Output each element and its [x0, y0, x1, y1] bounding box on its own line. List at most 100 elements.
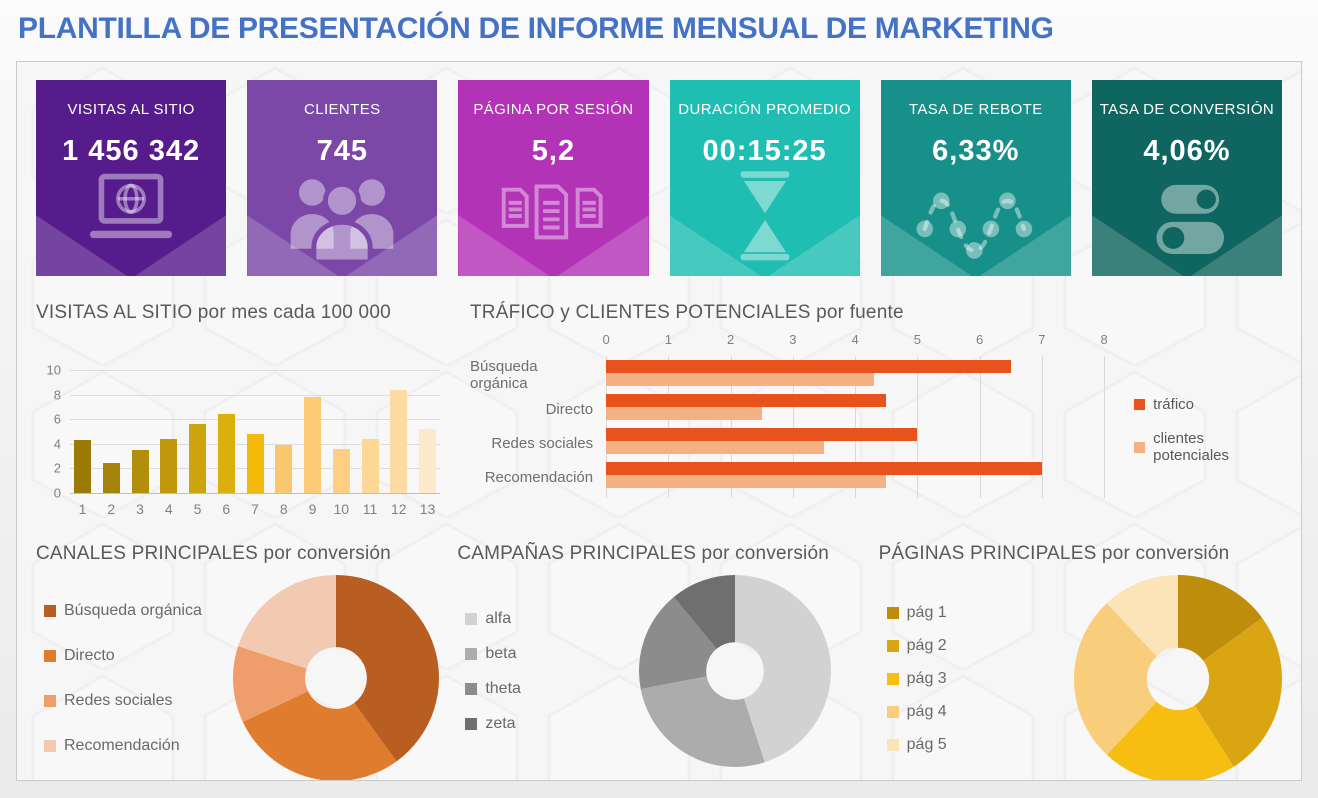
kpi-value: 6,33%: [932, 135, 1020, 167]
bar-mes-12: [390, 389, 408, 493]
donut-slice-pág 3: [1106, 701, 1234, 780]
bar-mes-4: [160, 438, 178, 493]
hbar-rows: [606, 360, 1104, 496]
bar-mes-5: [189, 424, 206, 493]
x-axis-tick: 8: [279, 501, 288, 517]
x-axis-tick: 2: [107, 501, 116, 517]
x-axis-tick: 5: [913, 332, 921, 347]
gridline: [668, 356, 670, 498]
donut-slice-alfa: [734, 575, 831, 763]
x-axis-tick: 13: [419, 501, 436, 517]
legend-item: Recomendación: [44, 737, 233, 755]
bar-tráfico: [606, 428, 918, 441]
donut-legend: Búsqueda orgánica Directo Redes sociales: [36, 602, 233, 755]
gridline: [70, 394, 440, 396]
legend-item: pág 5: [886, 736, 1074, 754]
chart-title: TRÁFICO y CLIENTES POTENCIALES por fuent…: [470, 302, 904, 323]
kpi-label: DURACIÓN PROMEDIO: [678, 101, 851, 118]
y-axis-tick: 10: [46, 362, 61, 378]
laptop-globe-icon: [36, 170, 226, 262]
bars: [74, 370, 436, 493]
chart-paginas: PÁGINAS PRINCIPALES por conversión pág 1…: [878, 543, 1282, 780]
bar-mes-9: [304, 397, 321, 493]
x-axis-tick: 3: [136, 501, 144, 517]
legend-item: Redes sociales: [44, 692, 233, 710]
kpi-value: 5,2: [531, 135, 576, 167]
x-axis-tick: 4: [851, 332, 859, 347]
legend-swatch: [44, 604, 56, 617]
x-axis-tick: 4: [164, 501, 173, 517]
legend-label: pág 4: [906, 703, 947, 720]
legend-swatch: [465, 717, 478, 730]
kpi-card-duracion: DURACIÓN PROMEDIO 00:15:25: [669, 80, 860, 276]
x-axis-tick: 9: [308, 501, 317, 517]
x-axis-tick: 3: [789, 332, 797, 347]
bar-group-Recomendación: [606, 462, 1104, 489]
bar-tráfico: [606, 360, 1011, 373]
legend-item: theta: [465, 680, 638, 698]
legend-item: zeta: [465, 715, 638, 733]
donut-slice-pág 4: [1073, 603, 1157, 755]
kpi-label: CLIENTES: [303, 101, 381, 118]
legend-label: Directo: [64, 646, 115, 664]
donut-slice-theta: [638, 597, 717, 689]
bar-group-Redes sociales: [606, 428, 1104, 455]
y-axis-tick: 4: [53, 436, 61, 452]
bar-mes-8: [275, 445, 293, 493]
legend-swatch: [886, 706, 899, 718]
gridline: [730, 356, 732, 498]
legend-label: Búsqueda orgánica: [64, 601, 202, 619]
legend-label: beta: [485, 644, 517, 662]
bar-clientes potenciales: [606, 373, 874, 386]
people-group-icon: [247, 166, 437, 262]
legend-label: pág 2: [906, 637, 947, 654]
kpi-value: 00:15:25: [702, 135, 827, 167]
donut-legend: alfa beta theta zeta: [457, 610, 638, 733]
bar-tráfico: [606, 462, 1042, 475]
chart-title: CAMPAÑAS PRINCIPALES por conversión: [457, 543, 829, 564]
kpi-value: 4,06%: [1143, 135, 1231, 167]
bounce-wave-icon: [881, 176, 1071, 262]
kpi-card-clientes: CLIENTES 745: [247, 80, 438, 276]
hbar-legend: tráfico clientes potenciales: [1134, 332, 1282, 502]
toggle-switches-icon: [1092, 172, 1282, 262]
kpi-label: VISITAS AL SITIO: [67, 101, 195, 118]
bar-clientes potenciales: [606, 475, 887, 488]
legend-swatch: [886, 640, 899, 652]
x-axis-tick: 6: [222, 501, 231, 517]
donut-legend: pág 1 pág 2 pág 3 pág 4: [879, 604, 1074, 754]
legend-item-trafico: tráfico: [1134, 396, 1282, 413]
chart-trafico-clientes: TRÁFICO y CLIENTES POTENCIALES por fuent…: [470, 302, 1282, 517]
legend-item: alfa: [465, 610, 638, 628]
x-axis-tick: 1: [664, 332, 672, 347]
kpi-label: PÁGINA POR SESIÓN: [473, 101, 634, 118]
gridline: [855, 356, 857, 498]
legend-label: Recomendación: [64, 736, 180, 754]
legend-label: pág 3: [906, 670, 947, 687]
chart-title: CANALES PRINCIPALES por conversión: [36, 543, 391, 564]
bar-mes-2: [102, 463, 120, 493]
dashboard-panel: VISITAS AL SITIO 1 456 342 CLIENTES 74: [16, 61, 1302, 781]
kpi-card-rebote: TASA DE REBOTE 6,33%: [880, 80, 1071, 276]
donut-chart-campanas: [638, 575, 831, 767]
gridline: [1041, 356, 1043, 498]
legend-swatch: [886, 673, 899, 685]
chart-canales: CANALES PRINCIPALES por conversión Búsqu…: [36, 543, 440, 780]
legend-item: beta: [465, 645, 638, 663]
bar-mes-11: [361, 438, 379, 493]
bar-clientes potenciales: [606, 407, 762, 420]
bar-group-Directo: [606, 394, 1104, 421]
x-axis-tick: 10: [333, 501, 350, 517]
hbar-category-labels: Búsqueda orgánica Directo Redes sociales…: [470, 332, 606, 502]
legend-swatch: [44, 739, 56, 752]
kpi-label: TASA DE CONVERSIÓN: [1099, 101, 1275, 118]
chart-title: PÁGINAS PRINCIPALES por conversión: [878, 543, 1230, 564]
gridline: [70, 370, 440, 371]
donut-slice-pág 5: [1106, 575, 1178, 657]
bar-mes-13: [419, 429, 436, 493]
legend-label: alfa: [485, 609, 512, 627]
y-axis-tick: 0: [53, 485, 61, 501]
column-chart-plot: 10 8 6 4 2 0: [47, 363, 440, 501]
legend-swatch: [886, 739, 899, 751]
category-label: Redes sociales: [491, 434, 594, 452]
